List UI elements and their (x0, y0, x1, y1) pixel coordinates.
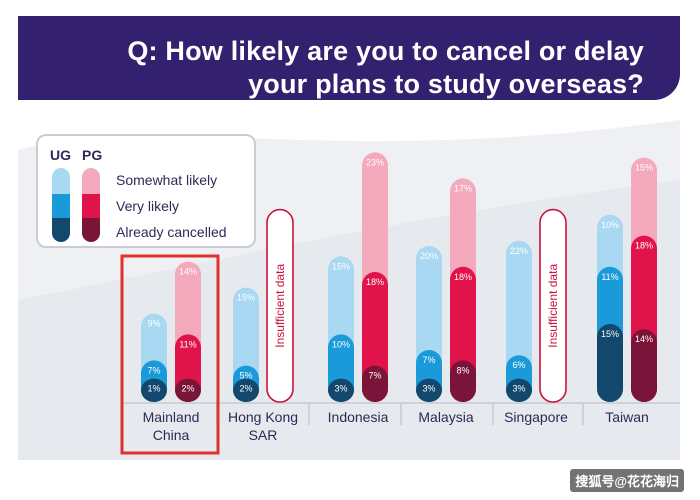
pg-very-value-0: 11% (179, 339, 196, 349)
ug-somewhat-value-5: 10% (601, 220, 619, 230)
chart-title-line-2: your plans to study overseas? (248, 69, 644, 99)
legend-ug-very-swatch (52, 194, 70, 218)
category-label-1-0: Hong Kong (228, 409, 298, 425)
category-label-0-1: China (153, 427, 190, 443)
legend-pg-header: PG (82, 147, 103, 163)
ug-cancelled-bar-2 (328, 378, 354, 402)
pg-cancelled-value-3: 8% (456, 365, 469, 375)
ug-somewhat-value-2: 15% (332, 261, 350, 271)
legend-ug-cancelled-swatch (52, 218, 70, 242)
ug-somewhat-value-1: 15% (237, 293, 255, 303)
ug-cancelled-value-0: 1% (147, 384, 160, 394)
chart-title-line-1: Q: How likely are you to cancel or delay (127, 36, 644, 66)
insufficient-data-label-4: Insufficient data (546, 264, 560, 348)
title-banner: Q: How likely are you to cancel or delay… (18, 16, 680, 100)
legend-item-somewhat: Somewhat likely (116, 172, 218, 188)
ug-cancelled-bar-0 (141, 378, 167, 402)
category-label-4-0: Singapore (504, 409, 568, 425)
insufficient-data-label-1: Insufficient data (273, 264, 287, 348)
pg-very-value-5: 18% (635, 241, 653, 251)
legend-pg-swatch (82, 168, 100, 242)
category-label-2-0: Indonesia (328, 409, 389, 425)
legend-ug-swatch (52, 168, 70, 242)
category-label-5-0: Taiwan (605, 409, 649, 425)
legend-item-cancelled: Already cancelled (116, 224, 227, 240)
pg-somewhat-value-2: 23% (366, 157, 384, 167)
ug-somewhat-value-3: 20% (420, 251, 438, 261)
ug-cancelled-bar-3 (416, 378, 442, 402)
category-label-1-1: SAR (249, 427, 278, 443)
pg-somewhat-value-0: 14% (179, 267, 197, 277)
pg-cancelled-bar-3 (450, 360, 476, 402)
pg-somewhat-value-5: 15% (635, 163, 653, 173)
legend-pg-cancelled-swatch (82, 218, 100, 242)
legend-pg-somewhat-swatch (82, 168, 100, 194)
insufficient-data-outline-1 (266, 208, 294, 403)
pg-cancelled-value-5: 14% (635, 334, 653, 344)
ug-very-value-5: 11% (601, 272, 618, 282)
ug-cancelled-bar-5 (597, 324, 623, 402)
ug-cancelled-value-3: 3% (422, 384, 435, 394)
legend-pg-very-swatch (82, 194, 100, 218)
ug-cancelled-value-2: 3% (334, 384, 347, 394)
legend-ug-somewhat-swatch (52, 168, 70, 194)
ug-cancelled-value-4: 3% (512, 384, 525, 394)
ug-cancelled-value-1: 2% (239, 384, 252, 394)
pg-somewhat-value-3: 17% (454, 183, 472, 193)
pg-cancelled-value-0: 2% (181, 384, 194, 394)
category-label-0-0: Mainland (143, 409, 200, 425)
ug-very-value-2: 10% (332, 339, 350, 349)
pg-cancelled-bar-5 (631, 329, 657, 402)
pg-cancelled-value-2: 7% (368, 371, 381, 381)
highlight-box (120, 254, 220, 455)
ug-very-value-1: 5% (239, 371, 252, 381)
ug-cancelled-bar-4 (506, 378, 532, 402)
legend-item-very: Very likely (116, 198, 180, 214)
category-label-3-0: Malaysia (418, 409, 473, 425)
pg-very-value-3: 18% (454, 272, 472, 282)
ug-very-value-3: 7% (422, 355, 435, 365)
watermark: 搜狐号@花花海归 (570, 469, 684, 492)
ug-very-value-4: 6% (512, 360, 525, 370)
ug-somewhat-value-0: 9% (147, 319, 160, 329)
legend: UG PG Somewhat likely Very likely Alread… (36, 134, 256, 248)
ug-very-value-0: 7% (147, 365, 160, 375)
pg-cancelled-bar-0 (175, 378, 201, 402)
pg-very-value-2: 18% (366, 277, 384, 287)
legend-ug-header: UG (50, 147, 71, 163)
ug-somewhat-value-4: 22% (510, 246, 528, 256)
ug-cancelled-bar-1 (233, 378, 259, 402)
ug-cancelled-value-5: 15% (601, 329, 619, 339)
pg-cancelled-bar-2 (362, 365, 388, 402)
insufficient-data-outline-4 (539, 208, 567, 403)
